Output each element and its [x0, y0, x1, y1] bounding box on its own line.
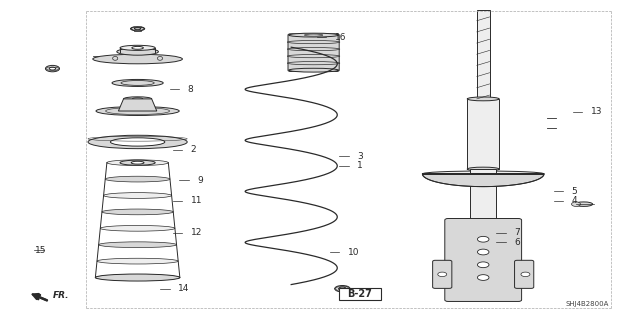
Circle shape — [490, 181, 497, 184]
Text: 15: 15 — [35, 246, 47, 255]
Text: SHJ4B2800A: SHJ4B2800A — [566, 301, 609, 307]
Text: 10: 10 — [348, 248, 359, 256]
FancyBboxPatch shape — [515, 260, 534, 288]
Ellipse shape — [93, 54, 182, 64]
Ellipse shape — [289, 68, 339, 72]
Text: 6: 6 — [514, 238, 520, 247]
Ellipse shape — [575, 202, 593, 206]
Ellipse shape — [467, 97, 499, 101]
Circle shape — [477, 275, 489, 280]
Text: 11: 11 — [191, 197, 202, 205]
Ellipse shape — [305, 34, 323, 36]
Ellipse shape — [131, 26, 145, 31]
Ellipse shape — [102, 209, 173, 215]
Ellipse shape — [95, 275, 180, 280]
Circle shape — [438, 272, 447, 277]
Ellipse shape — [131, 161, 144, 164]
Ellipse shape — [110, 138, 165, 146]
Ellipse shape — [132, 47, 143, 49]
Ellipse shape — [134, 28, 141, 30]
Polygon shape — [118, 99, 157, 111]
Circle shape — [436, 177, 443, 180]
Text: 3: 3 — [357, 152, 363, 161]
Ellipse shape — [120, 45, 155, 50]
FancyBboxPatch shape — [433, 260, 452, 288]
Ellipse shape — [116, 48, 159, 55]
Circle shape — [509, 180, 515, 183]
Ellipse shape — [335, 286, 350, 292]
Ellipse shape — [157, 56, 163, 60]
FancyBboxPatch shape — [467, 99, 499, 169]
Ellipse shape — [104, 193, 172, 198]
Ellipse shape — [121, 80, 154, 85]
Ellipse shape — [132, 98, 143, 100]
Text: 2: 2 — [191, 145, 196, 154]
Circle shape — [470, 181, 476, 184]
Ellipse shape — [287, 62, 340, 65]
Circle shape — [524, 177, 530, 180]
Ellipse shape — [124, 97, 152, 101]
Circle shape — [477, 249, 489, 255]
Circle shape — [531, 174, 538, 177]
FancyBboxPatch shape — [445, 219, 522, 301]
Ellipse shape — [113, 56, 118, 60]
FancyBboxPatch shape — [470, 169, 496, 242]
Ellipse shape — [49, 67, 56, 70]
Ellipse shape — [107, 160, 168, 166]
Ellipse shape — [100, 226, 175, 231]
Ellipse shape — [88, 135, 188, 149]
FancyBboxPatch shape — [477, 10, 490, 99]
Ellipse shape — [287, 48, 340, 51]
Text: B-27: B-27 — [348, 289, 372, 299]
Text: 16: 16 — [335, 33, 346, 42]
Circle shape — [477, 262, 489, 268]
Ellipse shape — [467, 167, 499, 171]
Ellipse shape — [45, 65, 60, 72]
Ellipse shape — [120, 160, 155, 165]
Ellipse shape — [422, 171, 544, 177]
Text: 8: 8 — [188, 85, 193, 94]
Circle shape — [451, 180, 458, 183]
Ellipse shape — [125, 81, 150, 85]
Ellipse shape — [289, 33, 339, 37]
Ellipse shape — [339, 287, 346, 290]
Text: 7: 7 — [514, 228, 520, 237]
Ellipse shape — [112, 79, 163, 86]
Text: 14: 14 — [178, 284, 189, 293]
Text: 5: 5 — [572, 187, 577, 196]
Polygon shape — [422, 174, 544, 187]
Ellipse shape — [99, 242, 177, 248]
Text: 12: 12 — [191, 228, 202, 237]
Text: 13: 13 — [591, 107, 602, 116]
Circle shape — [477, 236, 489, 242]
Circle shape — [572, 202, 580, 206]
FancyBboxPatch shape — [339, 288, 381, 300]
Circle shape — [521, 272, 530, 277]
Ellipse shape — [287, 55, 340, 58]
Ellipse shape — [105, 176, 170, 182]
Ellipse shape — [287, 41, 340, 44]
Text: FR.: FR. — [52, 291, 69, 300]
Ellipse shape — [96, 107, 179, 115]
Text: 1: 1 — [357, 161, 363, 170]
Text: 9: 9 — [197, 176, 203, 185]
Ellipse shape — [95, 274, 180, 281]
Text: 4: 4 — [572, 197, 577, 205]
Ellipse shape — [97, 258, 178, 264]
Circle shape — [429, 174, 435, 177]
FancyBboxPatch shape — [288, 34, 339, 71]
